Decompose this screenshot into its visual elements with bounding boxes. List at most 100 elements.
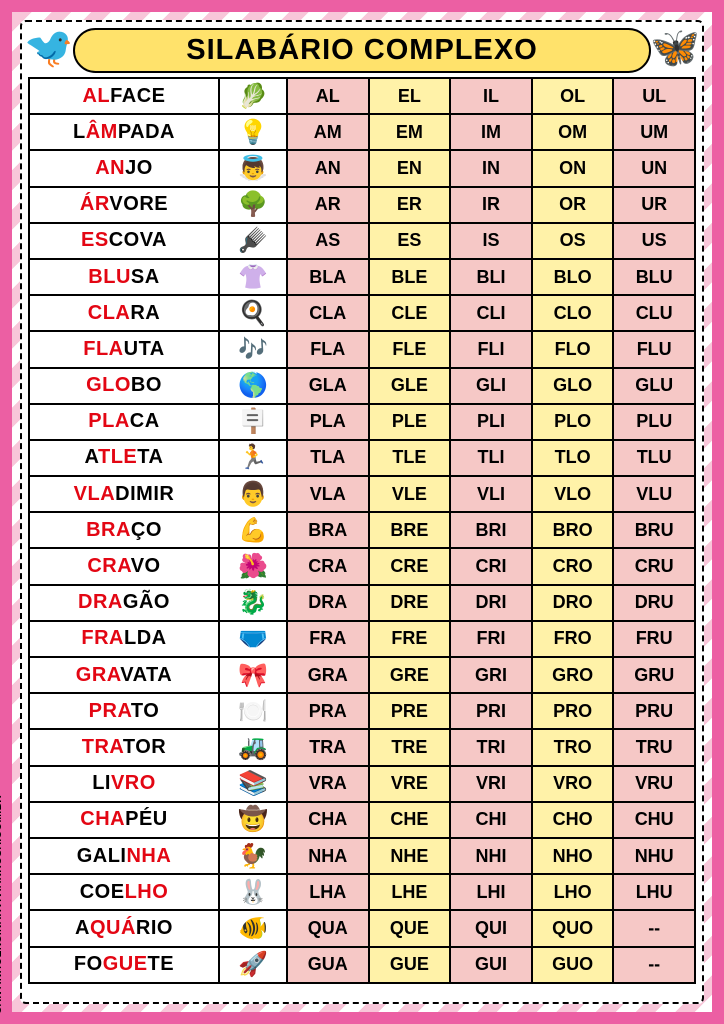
syllable-cell: GUA — [287, 947, 369, 983]
syllable-cell: OS — [532, 223, 614, 259]
word-icon: 👚 — [219, 259, 287, 295]
word-icon: 🐰 — [219, 874, 287, 910]
word-cell: FRALDA — [29, 621, 219, 657]
word-icon: 👼 — [219, 150, 287, 186]
syllable-cell: TLE — [369, 440, 451, 476]
table-row: LIVRO📚VRAVREVRIVROVRU — [29, 766, 695, 802]
word-icon: 🪧 — [219, 404, 287, 440]
syllable-cell: GRA — [287, 657, 369, 693]
table-row: ATLETA🏃TLATLETLITLOTLU — [29, 440, 695, 476]
word-icon: 👨 — [219, 476, 287, 512]
syllable-cell: UR — [613, 187, 695, 223]
syllable-cell: DRE — [369, 585, 451, 621]
table-row: ANJO👼ANENINONUN — [29, 150, 695, 186]
syllable-cell: NHO — [532, 838, 614, 874]
outer-frame: CANTINHOENSINARVIVIANROSA.COM.BR 🐦 🦋 SIL… — [0, 0, 724, 1024]
syllable-cell: ER — [369, 187, 451, 223]
table-row: PLACA🪧PLAPLEPLIPLOPLU — [29, 404, 695, 440]
word-highlight: PLA — [88, 410, 130, 432]
word-cell: FOGUETE — [29, 947, 219, 983]
table-row: FOGUETE🚀GUAGUEGUIGUO-- — [29, 947, 695, 983]
syllable-cell: CRI — [450, 548, 532, 584]
word-cell: PRATO — [29, 693, 219, 729]
syllable-cell: GLU — [613, 368, 695, 404]
syllable-cell: GRE — [369, 657, 451, 693]
word-highlight: VRO — [111, 772, 156, 794]
syllable-cell: CLA — [287, 295, 369, 331]
word-cell: DRAGÃO — [29, 585, 219, 621]
syllable-cell: BLA — [287, 259, 369, 295]
syllable-cell: FRO — [532, 621, 614, 657]
word-cell: ANJO — [29, 150, 219, 186]
table-row: LÂMPADA💡AMEMIMOMUM — [29, 114, 695, 150]
word-cell: VLADIMIR — [29, 476, 219, 512]
syllable-cell: NHE — [369, 838, 451, 874]
syllable-cell: UN — [613, 150, 695, 186]
table-row: ESCOVA🪮ASESISOSUS — [29, 223, 695, 259]
syllable-cell: NHA — [287, 838, 369, 874]
syllable-cell: LHI — [450, 874, 532, 910]
syllable-cell: VRE — [369, 766, 451, 802]
syllable-cell: CRA — [287, 548, 369, 584]
syllable-cell: CLU — [613, 295, 695, 331]
syllable-cell: ES — [369, 223, 451, 259]
syllabary-table: ALFACE🥬ALELILOLULLÂMPADA💡AMEMIMOMUMANJO👼… — [28, 77, 696, 984]
word-icon: 💪 — [219, 512, 287, 548]
word-cell: AQUÁRIO — [29, 910, 219, 946]
syllable-cell: AN — [287, 150, 369, 186]
word-icon: 📚 — [219, 766, 287, 802]
word-highlight: AL — [82, 85, 110, 107]
syllable-cell: CHU — [613, 802, 695, 838]
word-icon: 💡 — [219, 114, 287, 150]
syllable-cell: GLA — [287, 368, 369, 404]
syllable-cell: UL — [613, 78, 695, 114]
syllable-cell: PRO — [532, 693, 614, 729]
syllable-cell: ON — [532, 150, 614, 186]
syllable-cell: PLI — [450, 404, 532, 440]
word-highlight: TLE — [98, 446, 137, 468]
syllable-cell: VRO — [532, 766, 614, 802]
word-highlight: GUE — [103, 953, 148, 975]
word-highlight: TRA — [82, 736, 123, 758]
syllable-cell: PRE — [369, 693, 451, 729]
table-row: FLAUTA🎶FLAFLEFLIFLOFLU — [29, 331, 695, 367]
syllable-cell: IM — [450, 114, 532, 150]
syllable-cell: QUI — [450, 910, 532, 946]
word-cell: BRAÇO — [29, 512, 219, 548]
syllable-cell: VRI — [450, 766, 532, 802]
word-highlight: FRA — [81, 627, 124, 649]
word-icon: 🎀 — [219, 657, 287, 693]
table-row: CHAPÉU🤠CHACHECHICHOCHU — [29, 802, 695, 838]
syllable-cell: DRI — [450, 585, 532, 621]
word-icon: 🎶 — [219, 331, 287, 367]
syllable-cell: AR — [287, 187, 369, 223]
word-icon: 🩲 — [219, 621, 287, 657]
syllable-cell: GRU — [613, 657, 695, 693]
word-cell: ÁRVORE — [29, 187, 219, 223]
word-cell: GRAVATA — [29, 657, 219, 693]
word-highlight: NHA — [126, 845, 171, 867]
syllable-cell: IL — [450, 78, 532, 114]
syllable-cell: PLU — [613, 404, 695, 440]
syllable-cell: PLA — [287, 404, 369, 440]
word-cell: FLAUTA — [29, 331, 219, 367]
syllable-cell: CHA — [287, 802, 369, 838]
chevron-background: 🐦 🦋 SILABÁRIO COMPLEXO ALFACE🥬ALELILOLUL… — [12, 12, 712, 1012]
word-cell: ESCOVA — [29, 223, 219, 259]
syllable-cell: IN — [450, 150, 532, 186]
table-row: CLARA🍳CLACLECLICLOCLU — [29, 295, 695, 331]
syllable-cell: CLO — [532, 295, 614, 331]
syllable-cell: IS — [450, 223, 532, 259]
syllable-cell: VLO — [532, 476, 614, 512]
word-icon: 🌳 — [219, 187, 287, 223]
word-cell: GALINHA — [29, 838, 219, 874]
syllable-cell: FLU — [613, 331, 695, 367]
word-highlight: DRA — [78, 591, 123, 613]
table-row: DRAGÃO🐉DRADREDRIDRODRU — [29, 585, 695, 621]
syllable-cell: CHO — [532, 802, 614, 838]
syllable-cell: TLA — [287, 440, 369, 476]
syllable-cell: US — [613, 223, 695, 259]
word-cell: LIVRO — [29, 766, 219, 802]
table-row: PRATO🍽️PRAPREPRIPROPRU — [29, 693, 695, 729]
syllable-cell: GUE — [369, 947, 451, 983]
